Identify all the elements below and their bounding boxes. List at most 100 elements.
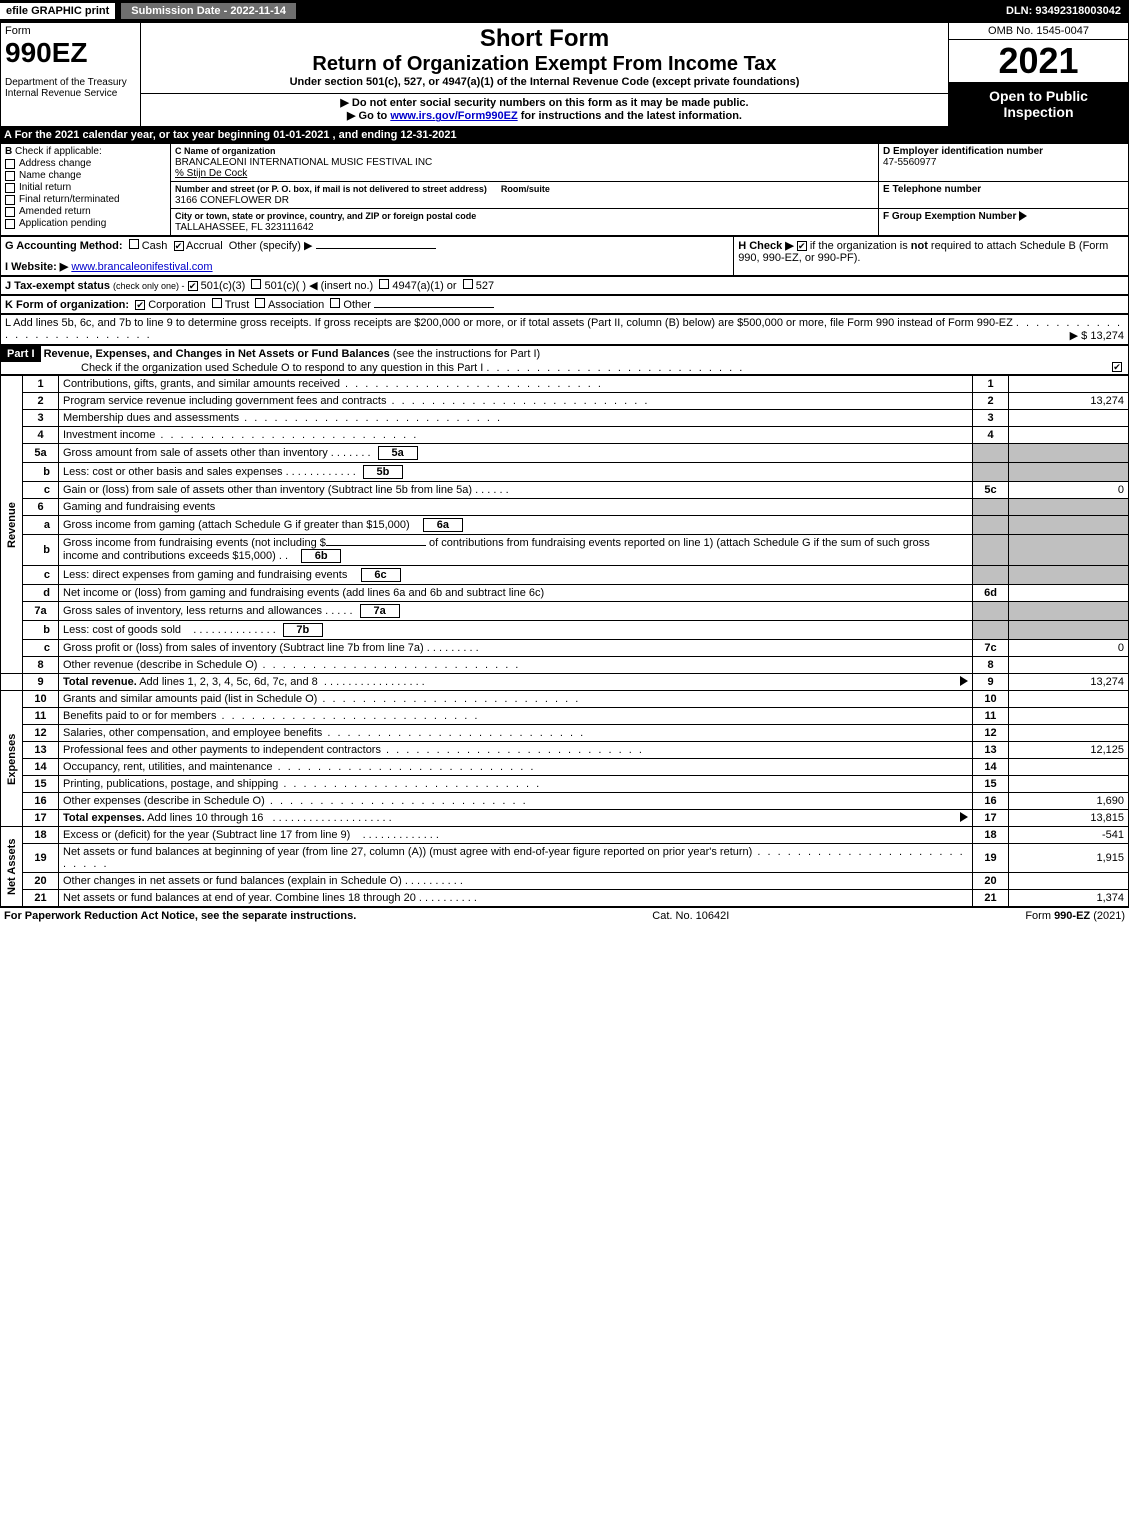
line-num: b	[23, 463, 59, 482]
line-num: 4	[23, 427, 59, 444]
line-box: 9	[973, 674, 1009, 691]
row-j-label: J Tax-exempt status	[5, 280, 110, 292]
checkbox-icon[interactable]	[251, 279, 261, 289]
checkbox-icon[interactable]: ✔	[135, 300, 145, 310]
check-name-change[interactable]: Name change	[5, 170, 166, 181]
section-a: A For the 2021 calendar year, or tax yea…	[0, 127, 1129, 143]
row-g-label: G Accounting Method:	[5, 240, 123, 252]
checkbox-icon[interactable]	[379, 279, 389, 289]
opt-4947: 4947(a)(1) or	[392, 280, 456, 292]
checkbox-icon[interactable]	[129, 239, 139, 249]
line-num: 17	[23, 810, 59, 827]
street-value: 3166 CONEFLOWER DR	[175, 195, 289, 206]
line-box: 21	[973, 890, 1009, 907]
line-num: a	[23, 516, 59, 535]
box-c-street: Number and street (or P. O. box, if mail…	[171, 182, 879, 209]
line-box: 10	[973, 691, 1009, 708]
dln-label: DLN: 93492318003042	[998, 3, 1129, 19]
checkbox-icon	[5, 183, 15, 193]
line-num: c	[23, 566, 59, 585]
line-amt: 0	[1009, 482, 1129, 499]
line-amt	[1009, 691, 1129, 708]
checkbox-icon[interactable]	[330, 298, 340, 308]
phone-label: E Telephone number	[883, 184, 1124, 195]
line-box: 17	[973, 810, 1009, 827]
line-amt	[1009, 873, 1129, 890]
header-right: OMB No. 1545-0047 2021 Open to Public In…	[949, 23, 1129, 127]
website-link[interactable]: www.brancaleonifestival.com	[71, 261, 212, 273]
line-num: 16	[23, 793, 59, 810]
opt-527: 527	[476, 280, 494, 292]
line-desc: Gaming and fundraising events	[59, 499, 973, 516]
line-num: 18	[23, 827, 59, 844]
row-h: H Check ▶ ✔ if the organization is not r…	[734, 237, 1129, 276]
checkbox-icon[interactable]: ✔	[188, 281, 198, 291]
checkbox-icon[interactable]: ✔	[174, 241, 184, 251]
line-box: 15	[973, 776, 1009, 793]
city-label: City or town, state or province, country…	[175, 211, 476, 221]
checkbox-icon[interactable]	[255, 298, 265, 308]
line-desc: Benefits paid to or for members	[59, 708, 973, 725]
line-desc: Other expenses (describe in Schedule O)	[59, 793, 973, 810]
line-num: c	[23, 482, 59, 499]
line-desc: Occupancy, rent, utilities, and maintena…	[59, 759, 973, 776]
inner-box: 6a	[423, 518, 463, 532]
room-label: Room/suite	[501, 184, 550, 194]
part1-note: (see the instructions for Part I)	[393, 348, 540, 360]
check-initial-return[interactable]: Initial return	[5, 182, 166, 193]
line-num: 3	[23, 410, 59, 427]
arrow-icon	[960, 676, 968, 686]
box-c-label: C	[175, 146, 182, 156]
checkbox-icon[interactable]	[212, 298, 222, 308]
goto-pre: ▶ Go to	[347, 110, 390, 122]
tax-year: 2021	[949, 40, 1128, 82]
box-b-subtitle: Check if applicable:	[15, 146, 102, 157]
line-desc: Net income or (loss) from gaming and fun…	[59, 585, 973, 602]
line-amt	[1009, 776, 1129, 793]
row-k: K Form of organization: ✔ Corporation Tr…	[0, 295, 1129, 314]
arrow-icon	[1019, 211, 1027, 221]
line-desc: Gross income from fundraising events (no…	[59, 535, 973, 566]
line-num: b	[23, 621, 59, 640]
checkbox-icon[interactable]: ✔	[797, 241, 807, 251]
check-final-return[interactable]: Final return/terminated	[5, 194, 166, 205]
form-word: Form	[5, 25, 136, 37]
check-amended[interactable]: Amended return	[5, 206, 166, 217]
ein-value: 47-5560977	[883, 157, 1124, 168]
line-amt	[1009, 376, 1129, 393]
line-amt: 1,690	[1009, 793, 1129, 810]
row-j: J Tax-exempt status (check only one) - ✔…	[0, 276, 1129, 295]
line-box: 13	[973, 742, 1009, 759]
row-g: G Accounting Method: Cash ✔ Accrual Othe…	[1, 237, 734, 276]
inner-box: 7a	[360, 604, 400, 618]
side-revenue: Revenue	[1, 376, 23, 674]
footer-center: Cat. No. 10642I	[652, 910, 729, 922]
city-value: TALLAHASSEE, FL 323111642	[175, 222, 314, 233]
line-box: 19	[973, 844, 1009, 873]
footer: For Paperwork Reduction Act Notice, see …	[0, 907, 1129, 924]
box-c-name: C Name of organization BRANCALEONI INTER…	[171, 144, 879, 182]
checkbox-icon	[5, 195, 15, 205]
checkbox-icon	[5, 159, 15, 169]
checkbox-icon[interactable]: ✔	[1112, 362, 1122, 372]
goto-link[interactable]: www.irs.gov/Form990EZ	[390, 110, 517, 122]
line-box: 4	[973, 427, 1009, 444]
line-desc: Membership dues and assessments	[59, 410, 973, 427]
subtitle: Under section 501(c), 527, or 4947(a)(1)…	[145, 76, 944, 88]
check-address-change[interactable]: Address change	[5, 158, 166, 169]
omb-number: OMB No. 1545-0047	[949, 23, 1128, 40]
check-pending[interactable]: Application pending	[5, 218, 166, 229]
row-h-desc: if the organization is not required to a…	[738, 240, 1108, 264]
opt-other: Other	[343, 299, 371, 311]
line-num: 5a	[23, 444, 59, 463]
line-amt: 13,815	[1009, 810, 1129, 827]
checkbox-icon[interactable]	[463, 279, 473, 289]
shaded-cell	[973, 566, 1009, 585]
opt-assoc: Association	[268, 299, 324, 311]
shaded-cell	[1009, 463, 1129, 482]
line-desc: Professional fees and other payments to …	[59, 742, 973, 759]
efile-label[interactable]: efile GRAPHIC print	[0, 3, 115, 19]
check-label: Name change	[19, 170, 81, 181]
line-desc: Gross sales of inventory, less returns a…	[59, 602, 973, 621]
box-d: D Employer identification number 47-5560…	[879, 144, 1129, 182]
